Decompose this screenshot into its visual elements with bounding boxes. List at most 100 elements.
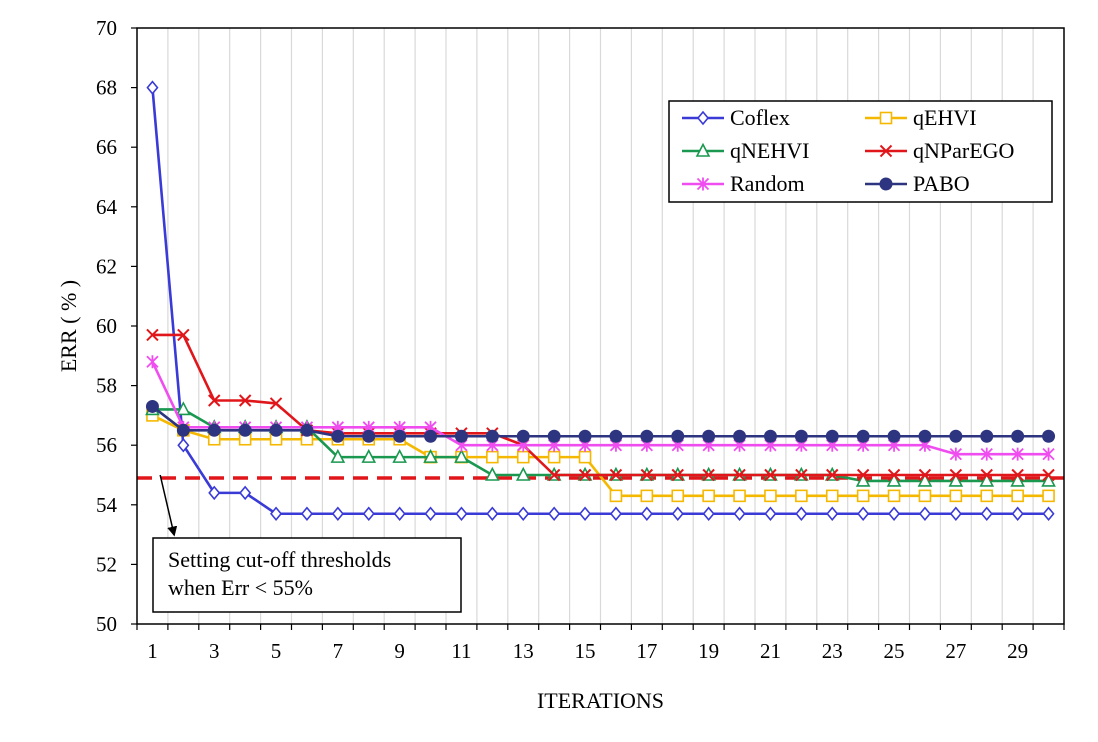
data-point-coflex xyxy=(300,506,313,521)
x-tick-label: 9 xyxy=(394,639,405,663)
data-point-coflex xyxy=(486,506,499,521)
legend-item-qnparego: qNParEGO xyxy=(865,138,1014,163)
legend-item-random: Random xyxy=(682,171,805,196)
legend-marker-qnparego xyxy=(879,144,893,158)
y-tick-label: 58 xyxy=(96,374,117,398)
data-point-pabo xyxy=(393,429,407,443)
legend-item-pabo: PABO xyxy=(865,171,970,196)
data-point-coflex xyxy=(1011,506,1024,521)
data-point-coflex xyxy=(764,506,777,521)
data-point-pabo xyxy=(424,429,438,443)
series-qnparego xyxy=(146,328,1055,482)
legend-marker-qnehvi xyxy=(695,142,711,157)
data-point-pabo xyxy=(640,429,654,443)
data-point-coflex xyxy=(733,506,746,521)
data-point-qnehvi xyxy=(330,448,346,463)
data-point-qnehvi xyxy=(855,472,871,487)
data-point-qehvi xyxy=(702,489,715,503)
data-point-qehvi xyxy=(918,489,932,503)
data-point-coflex xyxy=(857,506,870,521)
data-point-qehvi xyxy=(547,450,561,464)
data-point-qnehvi xyxy=(979,472,995,487)
data-point-qnehvi xyxy=(176,401,191,416)
data-point-qnehvi xyxy=(917,472,933,487)
legend-item-coflex: Coflex xyxy=(682,105,790,130)
series-pabo xyxy=(145,399,1056,443)
data-point-coflex xyxy=(671,506,684,521)
data-point-pabo xyxy=(671,429,685,443)
x-tick-label: 19 xyxy=(698,639,719,663)
data-point-qnparego xyxy=(826,468,839,482)
data-point-qnparego xyxy=(238,394,252,407)
x-tick-label: 17 xyxy=(636,639,657,663)
data-point-qnparego xyxy=(609,468,623,482)
data-point-pabo xyxy=(1011,429,1025,443)
legend-label-qnparego: qNParEGO xyxy=(913,138,1014,163)
data-point-pabo xyxy=(763,429,777,443)
data-point-pabo xyxy=(331,429,345,443)
data-point-coflex xyxy=(579,506,592,521)
data-point-qnparego xyxy=(640,468,654,482)
data-point-pabo xyxy=(702,429,716,443)
data-point-qehvi xyxy=(856,489,870,503)
data-point-coflex xyxy=(609,506,622,521)
data-point-qnparego xyxy=(269,397,283,410)
data-point-qehvi xyxy=(825,489,839,503)
data-point-coflex xyxy=(548,506,561,521)
data-point-qnehvi xyxy=(886,472,902,487)
x-tick-label: 27 xyxy=(945,639,966,663)
data-point-coflex xyxy=(980,506,993,521)
y-tick-label: 56 xyxy=(96,433,117,457)
legend-label-qehvi: qEHVI xyxy=(913,105,977,130)
legend-marker-random xyxy=(696,177,710,191)
series-group xyxy=(145,80,1056,521)
legend-marker-coflex xyxy=(696,110,710,126)
annotation: Setting cut-off thresholds when Err < 55% xyxy=(152,474,462,613)
data-point-qnparego xyxy=(949,468,963,482)
data-point-coflex xyxy=(331,506,344,521)
x-tick-label: 3 xyxy=(209,639,220,663)
data-point-qnparego xyxy=(146,328,159,342)
y-tick-label: 66 xyxy=(96,135,117,159)
data-point-qnehvi xyxy=(361,448,377,463)
legend-label-random: Random xyxy=(730,171,805,196)
x-tick-label: 7 xyxy=(333,639,344,663)
legend-label-coflex: Coflex xyxy=(730,105,790,130)
data-point-random xyxy=(146,355,159,369)
data-point-qnparego xyxy=(733,468,746,482)
data-point-pabo xyxy=(609,429,623,443)
data-point-coflex xyxy=(177,437,190,453)
data-point-coflex xyxy=(424,506,437,521)
legend-label-pabo: PABO xyxy=(913,171,970,196)
data-point-pabo xyxy=(269,423,283,437)
data-point-coflex xyxy=(146,80,159,95)
x-tick-label: 13 xyxy=(513,639,534,663)
data-point-qnparego xyxy=(856,468,870,482)
data-point-qehvi xyxy=(640,489,654,503)
y-tick-label: 60 xyxy=(96,314,117,338)
data-point-qehvi xyxy=(733,489,746,503)
data-point-coflex xyxy=(702,506,715,521)
data-point-qnparego xyxy=(918,468,932,482)
data-point-qnparego xyxy=(208,394,221,407)
data-point-qehvi xyxy=(578,450,592,464)
y-tick-label: 64 xyxy=(96,195,118,219)
data-point-pabo xyxy=(207,423,221,437)
data-point-coflex xyxy=(208,485,221,501)
data-point-qnparego xyxy=(1011,468,1024,482)
legend-box xyxy=(668,100,1053,203)
data-point-coflex xyxy=(826,506,839,521)
legend-item-qehvi: qEHVI xyxy=(865,105,977,130)
legend: Coflex qEHVI qNEHVI qNParEGO Random PABO xyxy=(668,100,1053,203)
y-tick-label: 52 xyxy=(96,552,117,576)
data-point-coflex xyxy=(517,506,530,521)
data-point-coflex xyxy=(270,506,283,521)
y-tick-label: 68 xyxy=(96,76,117,100)
x-tick-label: 29 xyxy=(1007,639,1028,663)
data-point-qehvi xyxy=(486,450,499,464)
data-point-coflex xyxy=(795,506,808,521)
data-point-pabo xyxy=(794,429,808,443)
data-point-qehvi xyxy=(516,450,530,464)
data-point-pabo xyxy=(733,429,747,443)
